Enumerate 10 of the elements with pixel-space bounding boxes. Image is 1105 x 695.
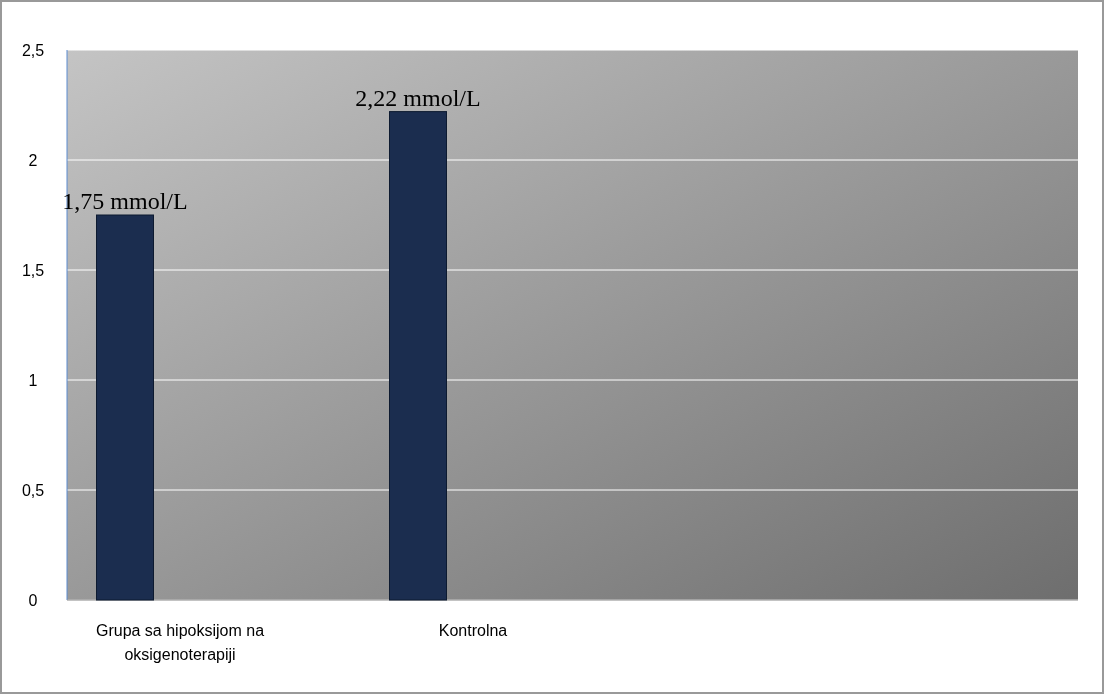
x-tick-label: Kontrolna: [438, 622, 508, 639]
y-tick-label: 0,5: [21, 481, 45, 499]
y-tick-label: 1: [28, 371, 38, 389]
y-tick-label: 0: [28, 591, 38, 609]
y-tick-label: 1,5: [21, 261, 45, 279]
y-tick-label: 2,5: [21, 41, 45, 59]
data-label: 2,22 mmol/L: [355, 84, 481, 111]
x-tick-label: Grupa sa hipoksijom na oksigenoterapiji: [95, 622, 265, 663]
data-label: 1,75 mmol/L: [62, 188, 188, 214]
y-tick-label: 2: [28, 151, 38, 169]
